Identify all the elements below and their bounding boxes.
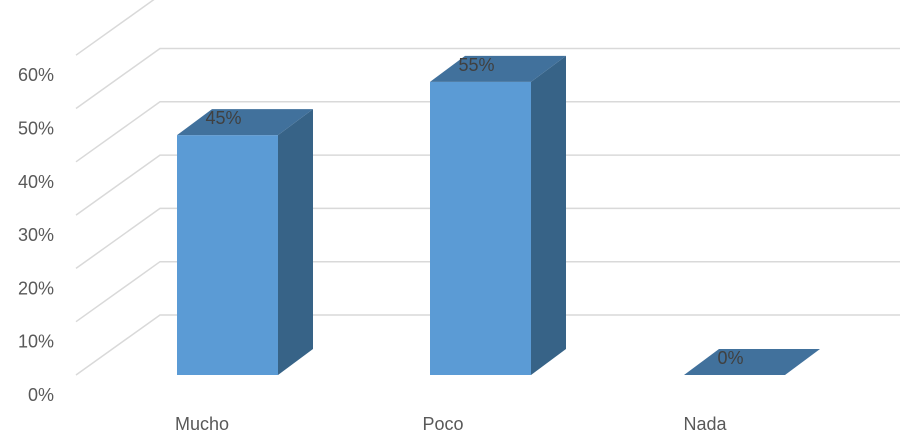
data-label: 55%: [458, 55, 494, 75]
bar-nada: [684, 349, 820, 375]
y-tick-label: 0%: [28, 385, 54, 405]
bar-top-face: [684, 349, 820, 375]
y-tick-label: 10%: [18, 332, 54, 352]
y-tick-label: 20%: [18, 278, 54, 298]
gridline: [75, 101, 900, 163]
gridline: [75, 314, 900, 376]
bar-mucho: [177, 109, 313, 376]
y-tick-label: 40%: [18, 172, 54, 192]
gridline: [75, 260, 900, 323]
x-category-label: Nada: [683, 414, 727, 434]
x-axis-category-labels: Mucho Poco Nada: [175, 414, 728, 434]
gridline: [75, 47, 900, 110]
y-tick-label: 30%: [18, 225, 54, 245]
gridlines: [75, 0, 900, 376]
bars: [177, 55, 820, 376]
x-category-label: Poco: [422, 414, 463, 434]
bar-side-face: [531, 55, 566, 375]
bar-side-face: [278, 109, 313, 376]
x-category-label: Mucho: [175, 414, 229, 434]
gridline: [75, 207, 900, 270]
data-label: 45%: [205, 108, 241, 128]
bar-top-face: [430, 55, 566, 82]
bar-top-face: [177, 109, 313, 136]
gridline: [75, 154, 900, 216]
y-tick-label: 50%: [18, 119, 54, 139]
y-axis-tick-labels: 0% 10% 20% 30% 40% 50% 60%: [18, 65, 54, 405]
bar-front-face: [430, 81, 531, 375]
data-labels: 45% 55% 0%: [205, 55, 743, 368]
data-label: 0%: [717, 348, 743, 368]
bar-poco: [430, 55, 566, 375]
gridline: [75, 0, 155, 56]
bar-front-face: [177, 135, 278, 375]
y-tick-label: 60%: [18, 65, 54, 85]
